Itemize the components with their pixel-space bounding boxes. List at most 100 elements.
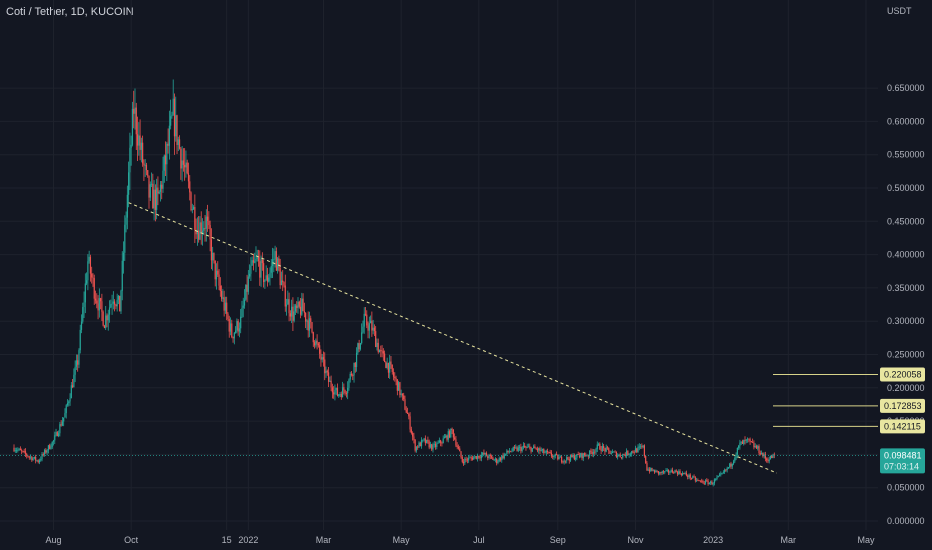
candle-body	[452, 429, 454, 438]
candle-body	[706, 480, 708, 482]
candle-body	[319, 345, 321, 354]
candle-body	[434, 444, 437, 447]
candle-body	[441, 442, 443, 444]
candle-body	[436, 443, 438, 447]
candle-body	[64, 413, 66, 418]
candle-body	[133, 108, 135, 114]
candle-body	[398, 382, 400, 391]
candle-body	[112, 301, 114, 304]
candle-body	[33, 456, 35, 459]
candle-body	[433, 444, 435, 445]
candle-body	[702, 480, 704, 483]
candle-body	[582, 453, 584, 459]
candle-body	[557, 454, 559, 460]
candle-body	[264, 279, 266, 283]
candle-body	[31, 456, 33, 461]
candle-body	[403, 395, 405, 400]
candle-body	[643, 445, 645, 457]
y-tick-label: 0.350000	[887, 283, 925, 293]
candle-body	[455, 439, 457, 446]
candle-body	[592, 451, 595, 454]
candle-body	[409, 416, 411, 430]
candle-body	[399, 382, 401, 395]
candle-body	[499, 458, 502, 461]
candle-body	[760, 452, 763, 455]
candle-body	[250, 265, 252, 274]
candle-body	[172, 98, 174, 115]
price-axis[interactable]: USDT 0.650000 0.600000 0.550000 0.500000 0.4…	[878, 0, 932, 530]
candle-body	[185, 162, 187, 168]
candle-body	[87, 261, 89, 281]
time-axis[interactable]: Aug Oct 15 2022 Mar May Jul Sep Nov 2023 Mar May	[45, 535, 875, 545]
candle-body	[103, 325, 106, 329]
candle-body	[725, 469, 727, 471]
trendline-group[interactable]	[128, 202, 778, 474]
candle-body	[578, 455, 581, 457]
candle-body	[562, 461, 564, 463]
candle-body	[269, 272, 271, 278]
candle-body	[154, 189, 156, 210]
candle-body	[316, 340, 318, 344]
candle-body	[390, 361, 392, 365]
candle-body	[350, 373, 353, 376]
candle-body	[628, 454, 630, 456]
candle-body	[293, 311, 295, 321]
candle-body	[260, 259, 262, 278]
candle-body	[246, 284, 248, 292]
candle-body	[311, 322, 313, 333]
level-tag	[880, 398, 925, 413]
candle-body	[547, 451, 549, 453]
candle-body	[61, 421, 64, 426]
candle-body	[102, 311, 104, 326]
candle-body	[493, 459, 495, 461]
candle-body	[605, 447, 607, 452]
candle-body	[754, 446, 756, 448]
candle-body	[145, 164, 148, 171]
candle-body	[741, 441, 744, 444]
candle-body	[615, 451, 617, 458]
candle-body	[152, 183, 154, 209]
candle-body	[511, 450, 513, 452]
candle-body	[387, 362, 390, 373]
candle-body	[66, 403, 69, 406]
candle-body	[353, 362, 355, 376]
candle-body	[611, 451, 614, 454]
candle-body	[483, 452, 485, 455]
candle-body	[257, 257, 260, 262]
candle-body	[739, 442, 741, 446]
candle-body	[232, 337, 234, 339]
candle-body	[508, 451, 511, 453]
candle-body	[255, 258, 257, 262]
candle-body	[524, 445, 526, 448]
candle-body	[382, 351, 384, 354]
candle-body	[543, 448, 545, 453]
trendline[interactable]	[128, 202, 778, 474]
candle-body	[604, 448, 606, 452]
level-tag-label: 0.142115	[884, 421, 921, 431]
candle-body	[228, 318, 230, 332]
candle-body	[32, 458, 34, 461]
candle-body	[689, 474, 691, 479]
x-tick-label: 15	[222, 535, 232, 545]
candle-body	[675, 470, 677, 472]
candle-body	[14, 450, 16, 452]
candle-body	[280, 280, 283, 286]
candle-body	[201, 230, 204, 234]
candle-body	[270, 265, 272, 273]
candle-body	[743, 440, 745, 444]
candle-body	[708, 482, 710, 485]
horizontal-levels[interactable]	[0, 373, 878, 456]
candle-body	[226, 302, 228, 314]
candle-body	[618, 454, 620, 456]
candle-body	[608, 448, 610, 451]
candle-body	[198, 230, 200, 240]
candle-body	[721, 473, 723, 474]
candle-body	[757, 446, 759, 449]
candle-body	[522, 445, 525, 448]
candle-body	[233, 332, 235, 339]
candle-body	[101, 301, 103, 312]
candle-body	[236, 321, 238, 331]
candle-body	[623, 454, 625, 456]
candle-body	[222, 297, 224, 299]
